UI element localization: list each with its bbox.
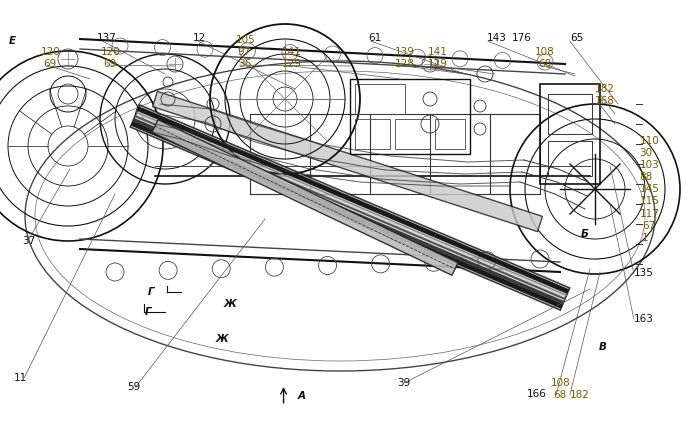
Bar — [395, 119, 430, 149]
Bar — [355, 119, 390, 149]
Text: Б: Б — [581, 229, 589, 240]
Bar — [350, 79, 470, 154]
Text: 115: 115 — [639, 196, 660, 207]
Text: 141: 141 — [282, 47, 302, 57]
Text: Ж: Ж — [215, 334, 228, 345]
Bar — [548, 141, 592, 176]
Bar — [548, 94, 592, 134]
Text: 36: 36 — [238, 59, 251, 69]
Text: 137: 137 — [97, 33, 117, 43]
Text: 120: 120 — [101, 47, 120, 57]
Text: 182: 182 — [595, 84, 615, 94]
Text: Г: Г — [145, 306, 152, 317]
Text: 176: 176 — [512, 33, 532, 43]
Bar — [355, 84, 405, 114]
Text: 168: 168 — [595, 95, 615, 106]
Text: 37: 37 — [22, 236, 35, 246]
Text: 11: 11 — [14, 372, 27, 383]
Text: 129: 129 — [428, 59, 448, 69]
Text: 128: 128 — [395, 59, 415, 69]
Text: 166: 166 — [527, 389, 547, 399]
Text: 68: 68 — [553, 390, 566, 400]
Bar — [540, 84, 600, 184]
Text: A: A — [297, 391, 306, 401]
Text: 30: 30 — [639, 148, 653, 158]
Text: 129: 129 — [282, 59, 302, 69]
Text: 65: 65 — [570, 33, 583, 43]
Text: Ж: Ж — [224, 299, 236, 309]
Text: 88: 88 — [639, 172, 653, 182]
Text: 108: 108 — [550, 378, 570, 388]
Text: 143: 143 — [486, 33, 507, 43]
Polygon shape — [152, 92, 543, 232]
Text: E: E — [9, 36, 16, 46]
Text: 69: 69 — [103, 59, 116, 69]
Text: 105: 105 — [236, 35, 255, 45]
Bar — [435, 119, 465, 149]
Text: 108: 108 — [534, 47, 554, 57]
Text: 61: 61 — [368, 33, 382, 43]
Text: 59: 59 — [127, 382, 140, 392]
Text: 139: 139 — [395, 47, 415, 57]
Text: Г: Г — [148, 286, 155, 297]
Text: 163: 163 — [634, 314, 654, 324]
Text: 120: 120 — [41, 47, 60, 57]
Text: 67: 67 — [642, 220, 655, 231]
Polygon shape — [152, 120, 458, 275]
Text: 103: 103 — [639, 160, 659, 170]
Text: 145: 145 — [639, 184, 660, 194]
Text: 182: 182 — [570, 390, 590, 400]
Text: 68: 68 — [538, 59, 551, 69]
Text: 110: 110 — [639, 135, 659, 146]
Polygon shape — [130, 105, 570, 310]
Text: 1: 1 — [642, 233, 649, 243]
Text: 39: 39 — [398, 378, 411, 388]
Text: 12: 12 — [193, 33, 206, 43]
Text: B: B — [599, 342, 607, 352]
Text: 135: 135 — [634, 268, 654, 279]
Text: 117: 117 — [639, 208, 660, 219]
Text: 141: 141 — [428, 47, 448, 57]
Text: 97: 97 — [238, 47, 251, 57]
Text: 69: 69 — [43, 59, 56, 69]
